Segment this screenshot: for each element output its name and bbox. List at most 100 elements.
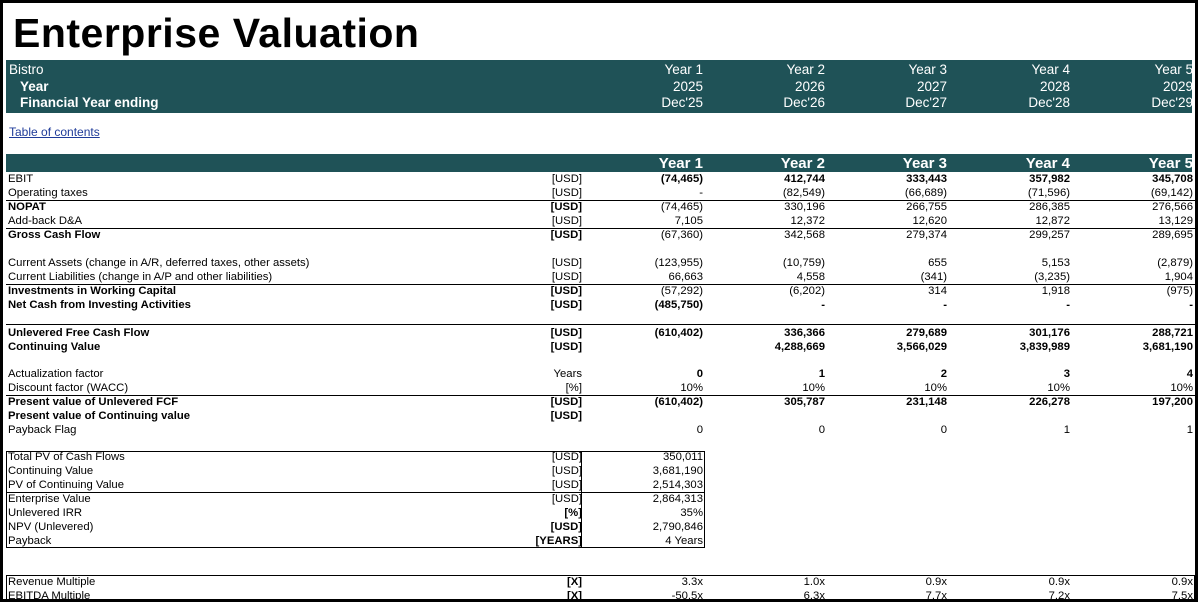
row-label: Net Cash from Investing Activities xyxy=(8,299,191,311)
multiple-value: 3.3x xyxy=(681,576,703,588)
cell-value: - xyxy=(1189,299,1193,311)
table-row: Present value of Continuing value [USD] xyxy=(6,409,1192,423)
year-value: 2029 xyxy=(1162,79,1193,94)
summary-label: NPV (Unlevered) xyxy=(8,521,94,533)
cell-value: 286,385 xyxy=(1029,201,1070,213)
cell-value: (485,750) xyxy=(654,299,703,311)
row-unit: [USD] xyxy=(550,396,582,408)
period-label: Year 4 xyxy=(1031,62,1070,77)
fy-end-value: Dec'29 xyxy=(1151,95,1193,110)
cell-value: 197,200 xyxy=(1152,396,1193,408)
row-unit: [USD] xyxy=(551,271,582,283)
table-row: Payback Flag 0 0 0 1 1 xyxy=(6,423,1193,437)
cell-value: 279,374 xyxy=(906,229,947,241)
year-value: 2026 xyxy=(794,79,825,94)
multiple-value: 6.3x xyxy=(803,590,825,602)
cell-value: - xyxy=(1066,299,1070,311)
cell-value: 0 xyxy=(696,368,703,380)
summary-divider xyxy=(581,451,582,548)
cell-value: 12,872 xyxy=(1035,215,1070,227)
multiple-label: Revenue Multiple xyxy=(8,576,96,588)
cell-value: (82,549) xyxy=(782,187,825,199)
cell-value: 301,176 xyxy=(1029,327,1070,339)
band-year: Year 4 xyxy=(1025,155,1070,172)
summary-row: Unlevered IRR [%] 35% xyxy=(6,506,1192,520)
row-unit: [USD] xyxy=(550,341,582,353)
year-label: Year xyxy=(20,79,49,94)
row-divider xyxy=(6,200,1195,201)
row-unit: [USD] xyxy=(551,173,582,185)
multiple-row: Revenue Multiple [X] 3.3x 1.0x 0.9x 0.9x 0.9x xyxy=(6,575,1193,589)
table-of-contents-link[interactable]: Table of contents xyxy=(9,125,100,139)
multiple-unit: [X] xyxy=(566,590,582,602)
period-label: Year 3 xyxy=(908,62,947,77)
cell-value: (74,465) xyxy=(660,173,703,185)
cell-value: (74,465) xyxy=(660,201,703,213)
summary-value: 35% xyxy=(680,507,703,519)
cell-value: 10% xyxy=(680,382,703,394)
period-header: Bistro Year 1 Year 2 Year 3 Year 4 Year … xyxy=(6,60,1193,113)
period-label: Year 1 xyxy=(664,62,703,77)
cell-value: 345,708 xyxy=(1152,173,1193,185)
summary-row: Enterprise Value [USD] 2,864,313 xyxy=(6,492,1192,506)
row-label: Discount factor (WACC) xyxy=(8,382,129,394)
multiple-unit: [X] xyxy=(566,576,582,588)
cell-value: 7,105 xyxy=(674,215,703,227)
cell-value: (610,402) xyxy=(654,327,703,339)
row-label: Unlevered Free Cash Flow xyxy=(8,327,150,339)
table-row: Current Liabilities (change in A/P and o… xyxy=(6,270,1193,284)
summary-label: PV of Continuing Value xyxy=(8,479,124,491)
summary-value: 2,864,313 xyxy=(652,493,703,505)
year-band: Year 1 Year 2 Year 3 Year 4 Year 5 xyxy=(6,154,1193,172)
row-label: Actualization factor xyxy=(8,368,104,380)
summary-row: NPV (Unlevered) [USD] 2,790,846 xyxy=(6,520,1192,534)
multiple-value: -50.5x xyxy=(671,590,703,602)
cell-value: (2,879) xyxy=(1157,257,1193,269)
cell-value: 289,695 xyxy=(1152,229,1193,241)
cell-value: 1,904 xyxy=(1164,271,1193,283)
cell-value: (10,759) xyxy=(782,257,825,269)
fy-end-value: Dec'25 xyxy=(661,95,703,110)
cell-value: 305,787 xyxy=(784,396,825,408)
row-label: NOPAT xyxy=(8,201,46,213)
multiple-value: 0.9x xyxy=(925,576,947,588)
cell-value: (123,955) xyxy=(654,257,703,269)
multiple-value: 7.5x xyxy=(1171,590,1193,602)
row-unit: [USD] xyxy=(551,257,582,269)
table-row: Current Assets (change in A/R, deferred … xyxy=(6,256,1193,270)
table-row: Unlevered Free Cash Flow [USD] (610,402) 33… xyxy=(6,326,1193,340)
table-row: Present value of Unlevered FCF [USD] (610,… xyxy=(6,395,1193,409)
header-row-company: Bistro Year 1 Year 2 Year 3 Year 4 Year … xyxy=(6,62,1193,79)
cell-value: 330,196 xyxy=(784,201,825,213)
cell-value: 2 xyxy=(940,368,947,380)
row-divider xyxy=(6,228,1195,229)
cell-value: 12,372 xyxy=(790,215,825,227)
period-label: Year 2 xyxy=(786,62,825,77)
row-label: Present value of Continuing value xyxy=(8,410,191,422)
summary-row: Total PV of Cash Flows [USD] 350,011 xyxy=(6,450,1192,464)
row-unit: [USD] xyxy=(551,187,582,199)
cell-value: 655 xyxy=(928,257,947,269)
summary-frame xyxy=(6,451,705,548)
page-title: Enterprise Valuation xyxy=(13,10,420,56)
cell-value: (341) xyxy=(920,271,947,283)
row-divider xyxy=(6,284,1195,285)
summary-label: Continuing Value xyxy=(8,465,94,477)
multiple-value: 0.9x xyxy=(1171,576,1193,588)
cell-value: 10% xyxy=(924,382,947,394)
table-row: Continuing Value [USD] 4,288,669 3,566,029 3… xyxy=(6,340,1193,354)
cell-value: 13,129 xyxy=(1158,215,1193,227)
cell-value: 1,918 xyxy=(1041,285,1070,297)
table-row: Actualization factor Years 0 1 2 3 4 xyxy=(6,367,1193,381)
cell-value: 288,721 xyxy=(1152,327,1193,339)
cell-value: 0 xyxy=(940,424,947,436)
row-label: Investments in Working Capital xyxy=(8,285,177,297)
summary-unit: [USD] xyxy=(551,479,582,491)
band-year: Year 1 xyxy=(658,155,703,172)
multiple-label: EBITDA Multiple xyxy=(8,590,91,602)
band-year: Year 2 xyxy=(780,155,825,172)
summary-value: 4 Years xyxy=(665,535,703,547)
row-unit: [USD] xyxy=(550,299,582,311)
row-unit: [USD] xyxy=(550,327,582,339)
